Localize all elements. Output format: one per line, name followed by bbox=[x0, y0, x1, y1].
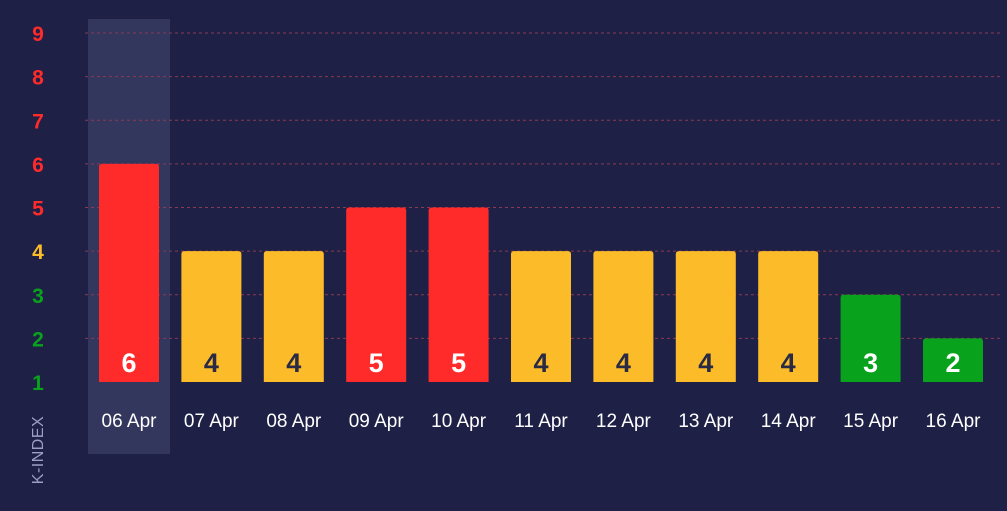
bar-value-label: 4 bbox=[781, 348, 796, 378]
y-tick-label: 9 bbox=[32, 23, 44, 46]
x-tick-label: 06 Apr bbox=[102, 411, 158, 432]
x-tick-label: 07 Apr bbox=[184, 411, 240, 432]
bar[interactable] bbox=[758, 251, 819, 382]
bar-value-label: 2 bbox=[945, 348, 960, 378]
y-tick-label: 2 bbox=[32, 328, 44, 351]
bar-value-label: 5 bbox=[369, 348, 384, 378]
y-axis-label: K-INDEX bbox=[30, 416, 47, 484]
bar-value-label: 4 bbox=[286, 348, 301, 378]
bar[interactable] bbox=[675, 251, 736, 382]
y-tick-label: 5 bbox=[32, 198, 44, 221]
x-tick-label: 14 Apr bbox=[761, 411, 817, 432]
x-tick-label: 13 Apr bbox=[678, 411, 734, 432]
x-tick-label: 09 Apr bbox=[349, 411, 405, 432]
x-tick-label: 10 Apr bbox=[431, 411, 487, 432]
x-tick-label: 11 Apr bbox=[514, 411, 568, 432]
y-tick-label: 8 bbox=[32, 67, 44, 90]
bar-value-label: 4 bbox=[204, 348, 219, 378]
y-tick-label: 7 bbox=[32, 110, 44, 133]
bar[interactable] bbox=[346, 207, 407, 383]
bar[interactable] bbox=[181, 251, 242, 382]
x-tick-label: 08 Apr bbox=[266, 411, 322, 432]
bar[interactable] bbox=[99, 163, 159, 382]
bar[interactable] bbox=[263, 251, 324, 382]
y-tick-label: 1 bbox=[32, 372, 44, 395]
bar-value-label: 4 bbox=[698, 348, 713, 378]
y-tick-label: 6 bbox=[32, 154, 44, 177]
bar-value-label: 6 bbox=[121, 348, 136, 378]
bar[interactable] bbox=[428, 207, 489, 383]
bar[interactable] bbox=[511, 251, 571, 382]
bar[interactable] bbox=[840, 294, 901, 382]
bar-value-label: 5 bbox=[451, 348, 466, 378]
y-tick-label: 3 bbox=[32, 285, 44, 308]
x-tick-label: 12 Apr bbox=[596, 411, 652, 432]
bar-value-label: 4 bbox=[533, 348, 548, 378]
x-tick-label: 15 Apr bbox=[843, 411, 899, 432]
x-tick-label: 16 Apr bbox=[926, 411, 982, 432]
y-tick-label: 4 bbox=[32, 241, 44, 264]
bar-value-label: 3 bbox=[863, 348, 878, 378]
bar-value-label: 4 bbox=[616, 348, 631, 378]
bar[interactable] bbox=[593, 251, 654, 382]
bar[interactable] bbox=[923, 338, 983, 382]
